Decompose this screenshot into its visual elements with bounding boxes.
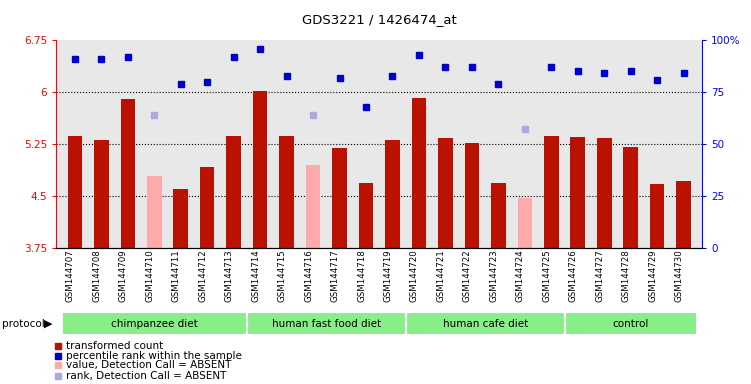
Text: GSM144718: GSM144718 (357, 249, 366, 302)
Text: GSM144709: GSM144709 (119, 249, 128, 301)
Bar (438, 139, 453, 248)
Bar (491, 184, 505, 248)
Bar (623, 147, 638, 248)
Bar (544, 136, 559, 248)
Bar (68, 136, 82, 248)
Bar (650, 184, 665, 248)
Bar (62, 312, 247, 335)
Bar (332, 148, 347, 248)
Text: GSM144723: GSM144723 (490, 249, 499, 302)
Text: GSM144719: GSM144719 (384, 249, 393, 301)
Text: GSM144730: GSM144730 (674, 249, 683, 302)
Bar (571, 137, 585, 248)
Bar (306, 165, 321, 248)
Text: GSM144707: GSM144707 (66, 249, 75, 302)
Text: percentile rank within the sample: percentile rank within the sample (66, 351, 242, 361)
Bar (517, 198, 532, 248)
Text: GSM144721: GSM144721 (436, 249, 445, 302)
Text: GSM144714: GSM144714 (251, 249, 260, 302)
Bar (597, 139, 611, 248)
Bar (247, 312, 406, 335)
Text: transformed count: transformed count (66, 341, 163, 351)
Bar (565, 312, 697, 335)
Bar (385, 140, 400, 248)
Bar (147, 177, 161, 248)
Bar (677, 180, 691, 248)
Text: GSM144720: GSM144720 (410, 249, 419, 302)
Text: chimpanzee diet: chimpanzee diet (111, 318, 198, 329)
Text: GSM144727: GSM144727 (596, 249, 605, 302)
Text: value, Detection Call = ABSENT: value, Detection Call = ABSENT (66, 360, 231, 370)
Text: human fast food diet: human fast food diet (272, 318, 381, 329)
Text: protocol: protocol (2, 318, 44, 329)
Text: GSM144716: GSM144716 (304, 249, 313, 302)
Bar (200, 167, 215, 248)
Text: GSM144710: GSM144710 (145, 249, 154, 302)
Text: GDS3221 / 1426474_at: GDS3221 / 1426474_at (302, 13, 457, 26)
Text: GSM144711: GSM144711 (172, 249, 181, 302)
Bar (120, 99, 135, 248)
Bar (94, 140, 109, 248)
Text: rank, Detection Call = ABSENT: rank, Detection Call = ABSENT (66, 371, 226, 381)
Text: GSM144728: GSM144728 (622, 249, 631, 302)
Text: GSM144724: GSM144724 (516, 249, 525, 302)
Bar (226, 136, 241, 248)
Text: GSM144715: GSM144715 (278, 249, 287, 302)
Text: GSM144729: GSM144729 (648, 249, 657, 301)
Bar (279, 136, 294, 248)
Text: GSM144725: GSM144725 (542, 249, 551, 302)
Bar (465, 143, 479, 248)
Bar (412, 98, 427, 248)
Text: control: control (613, 318, 649, 329)
Text: GSM144713: GSM144713 (225, 249, 234, 302)
Bar (359, 184, 373, 248)
Bar (173, 189, 188, 248)
Text: human cafe diet: human cafe diet (442, 318, 528, 329)
Text: GSM144722: GSM144722 (463, 249, 472, 302)
Bar (406, 312, 565, 335)
Text: GSM144708: GSM144708 (92, 249, 101, 302)
Bar (253, 91, 267, 248)
Text: GSM144717: GSM144717 (330, 249, 339, 302)
Text: GSM144726: GSM144726 (569, 249, 578, 302)
Text: GSM144712: GSM144712 (198, 249, 207, 302)
Text: ▶: ▶ (44, 318, 52, 329)
